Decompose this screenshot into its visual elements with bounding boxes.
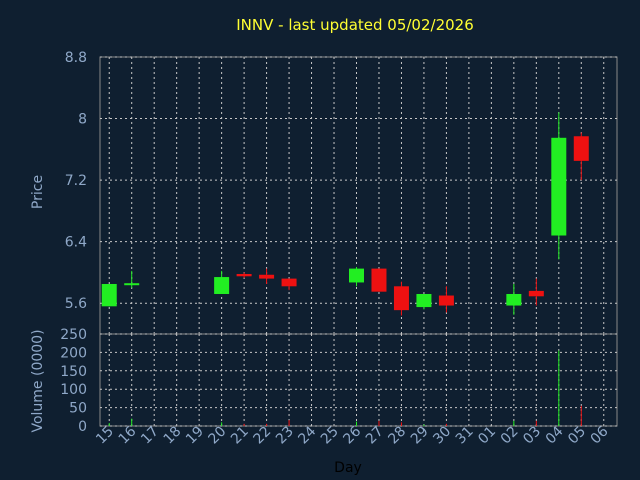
x-tick-label: 27	[363, 424, 387, 448]
x-tick-label: 01	[475, 424, 499, 448]
volume-tick-label: 100	[60, 382, 87, 398]
x-tick-label: 02	[498, 424, 522, 448]
candle-body	[101, 283, 117, 307]
volume-axis-label: Volume (0000)	[30, 329, 46, 432]
x-tick-label: 17	[138, 424, 162, 448]
volume-tick-label: 0	[78, 419, 87, 435]
x-tick-label: 25	[318, 424, 342, 448]
x-tick-label: 31	[453, 424, 477, 448]
x-tick-label: 22	[250, 424, 274, 448]
x-tick-label: 30	[430, 424, 454, 448]
x-axis-label: Day	[334, 460, 362, 476]
price-tick-label: 5.6	[65, 296, 87, 312]
candle-body	[551, 137, 567, 236]
x-tick-label: 24	[295, 423, 319, 447]
candle-body	[281, 278, 297, 287]
candle-body	[236, 273, 252, 277]
x-tick-label: 29	[408, 424, 432, 448]
candle-body	[371, 268, 387, 292]
candle-body	[259, 274, 275, 279]
volume-panel: 250 200 150 100 50 0	[60, 327, 618, 435]
candle-body	[573, 136, 589, 161]
volume-tick-label: 150	[60, 364, 87, 380]
x-tick-label: 26	[340, 423, 364, 447]
candle-body	[528, 290, 544, 297]
x-tick-label: 28	[385, 424, 409, 448]
x-tick-label: 23	[273, 424, 297, 448]
candle-body	[506, 293, 522, 306]
volume-panel-frame	[99, 333, 618, 427]
volume-tick-label: 250	[60, 327, 87, 343]
x-tick-label: 15	[93, 424, 117, 448]
chart-title: INNV - last updated 05/02/2026	[236, 16, 474, 34]
candle-body	[416, 293, 432, 308]
volume-tick-label: 200	[60, 345, 87, 361]
candle-body	[124, 283, 140, 286]
x-tick-label: 04	[543, 423, 567, 447]
price-tick-label: 8	[78, 112, 87, 128]
candle-body	[214, 277, 230, 294]
candle-body	[393, 286, 409, 311]
price-tick-label: 7.2	[65, 173, 87, 189]
volume-tick-label: 50	[69, 401, 87, 417]
x-tick-label: 16	[116, 423, 140, 447]
candle-body	[438, 295, 454, 306]
x-tick-label: 19	[183, 424, 207, 448]
x-tick-label: 20	[206, 424, 230, 448]
x-tick-label: 03	[520, 424, 544, 448]
x-tick-label: 18	[161, 424, 185, 448]
candle-body	[349, 268, 364, 283]
price-axis-label: Price	[30, 175, 46, 209]
x-tick-label: 21	[228, 424, 252, 448]
x-axis: 1516171819202122232425262728293031010203…	[93, 423, 611, 447]
x-tick-label: 05	[565, 424, 589, 448]
price-tick-label: 8.8	[65, 50, 87, 66]
price-tick-label: 6.4	[65, 235, 87, 251]
price-panel: 8.8 8 7.2 6.4 5.6	[65, 50, 618, 335]
x-tick-label: 06	[588, 423, 612, 447]
